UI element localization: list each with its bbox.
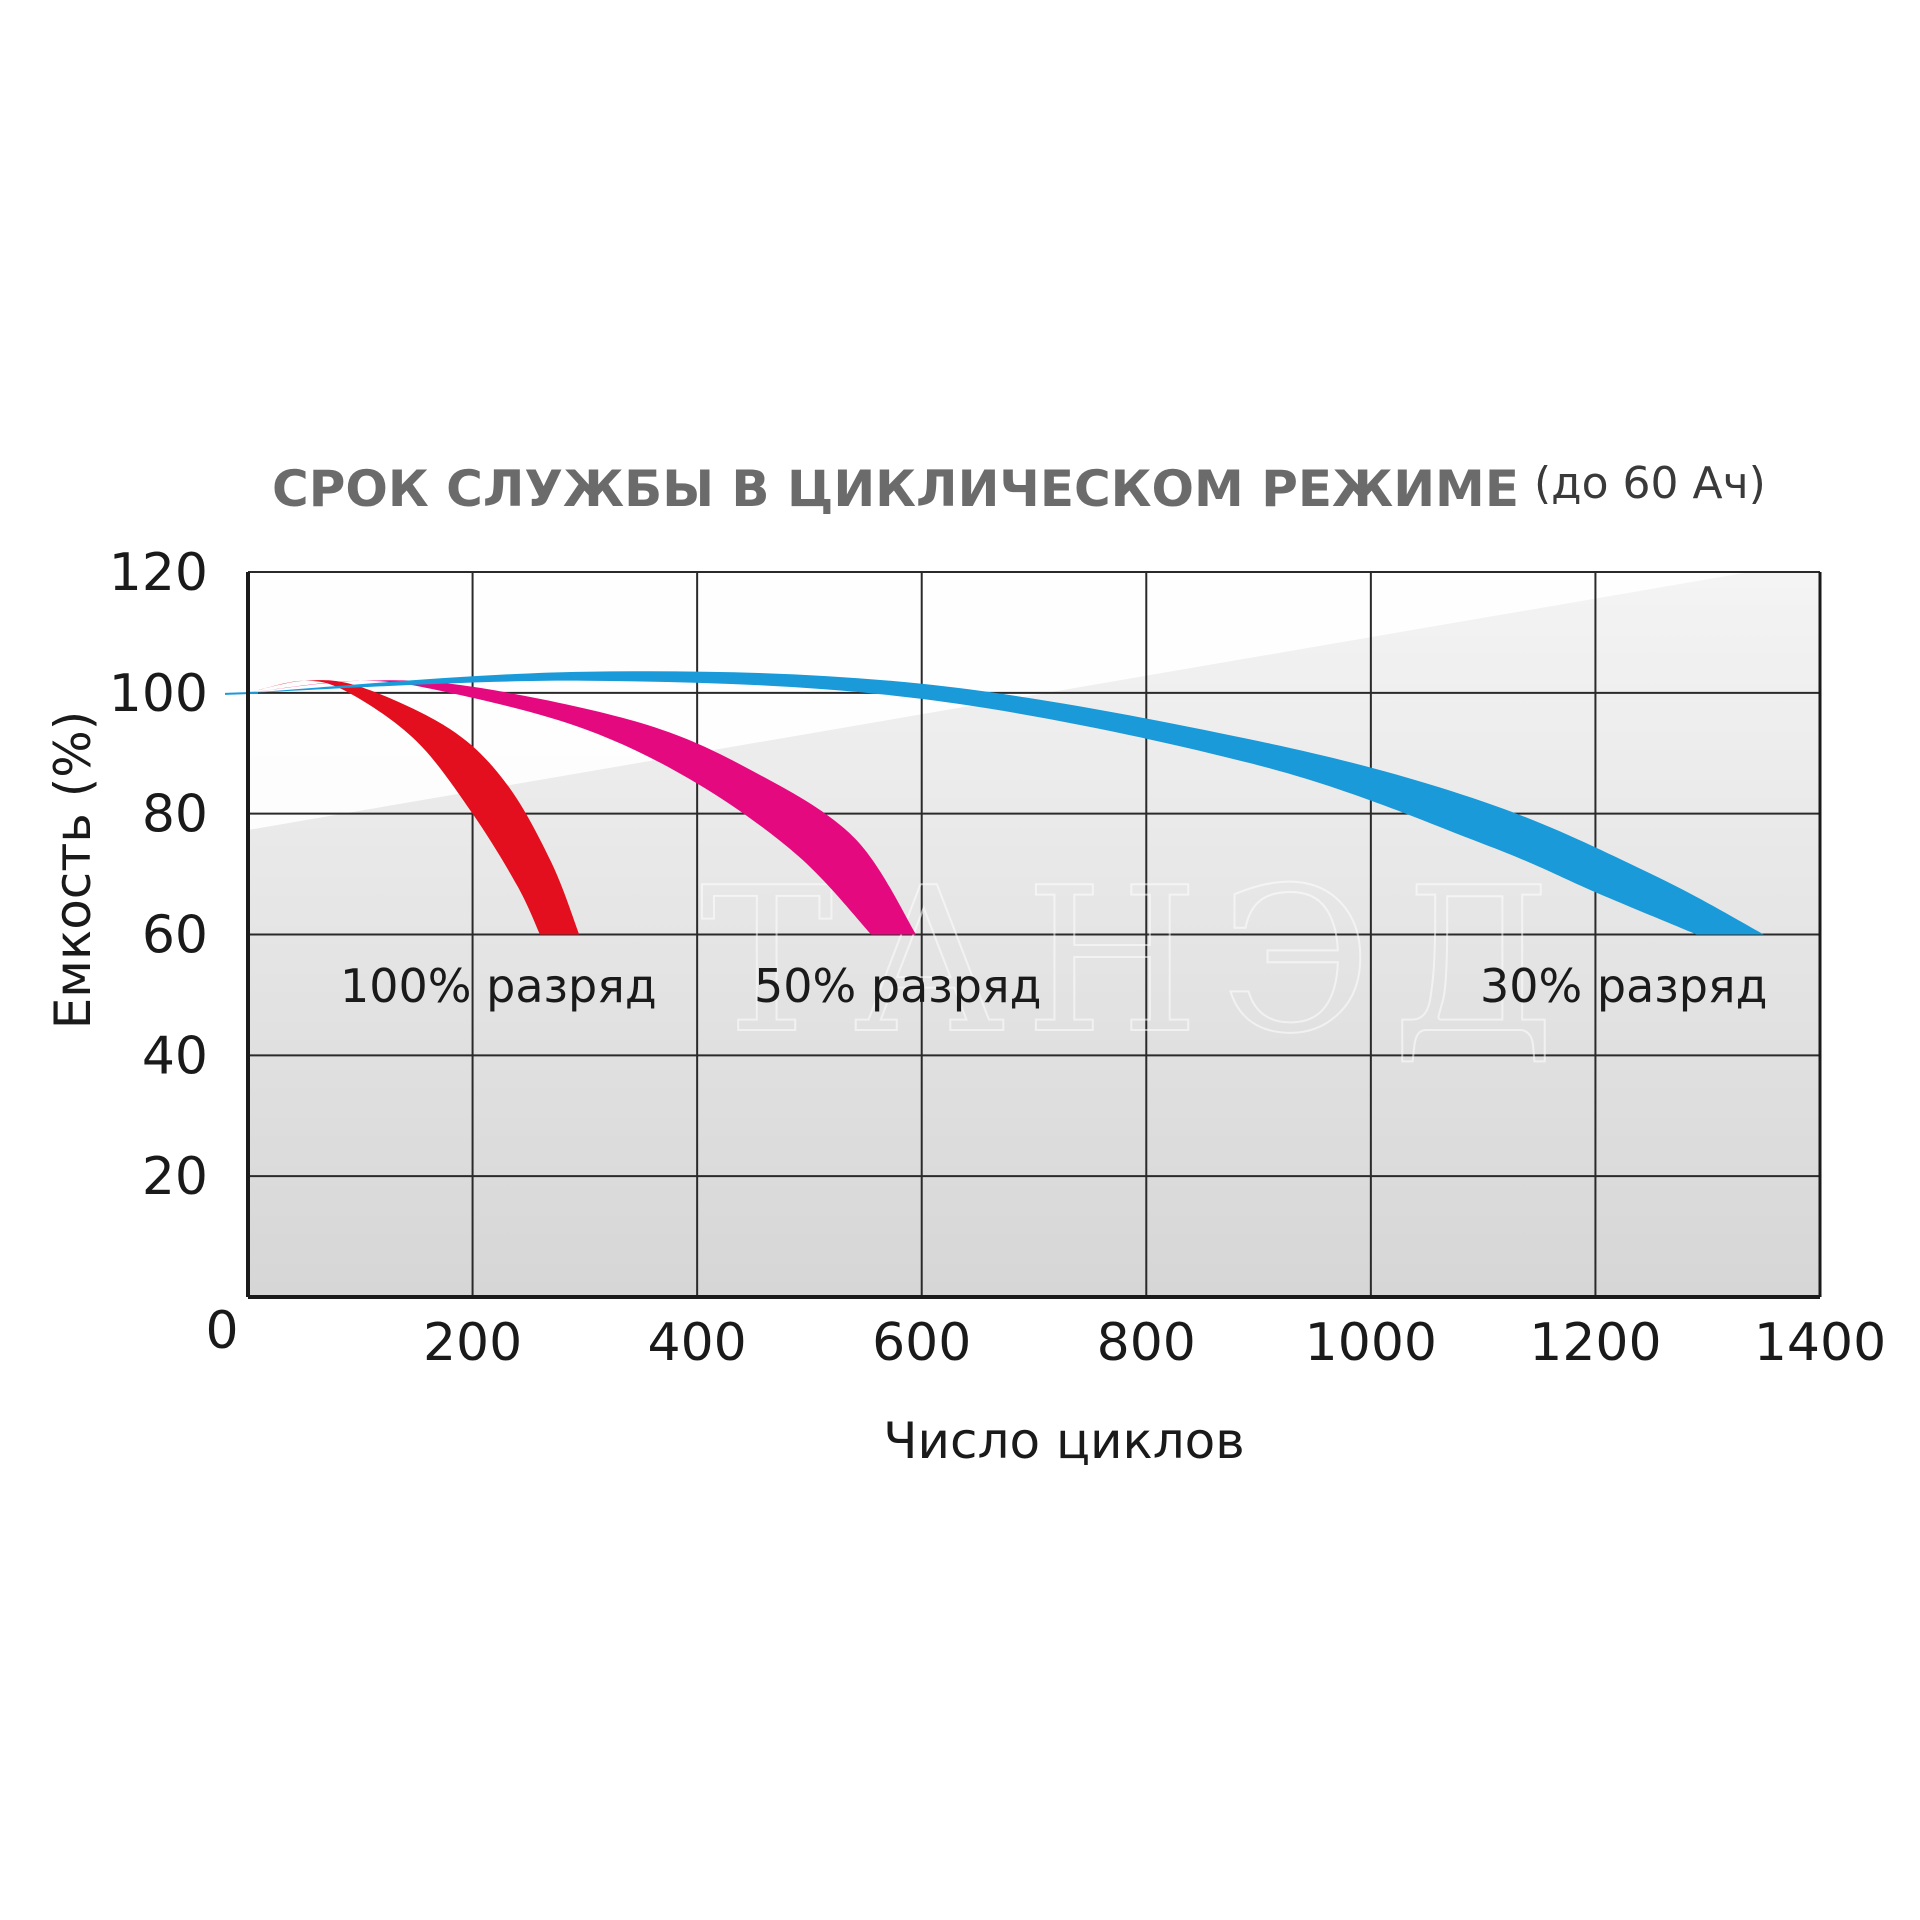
x-tick-labels: 0 200 400 600 800 1000 1200 1400 — [205, 1301, 1886, 1373]
series-lead-line — [224, 691, 259, 695]
x-tick-1000: 1000 — [1305, 1313, 1437, 1373]
chart-subtitle: (до 60 Ач) — [1534, 458, 1766, 509]
plot-highlight — [248, 560, 1820, 830]
y-tick-20: 20 — [142, 1147, 208, 1207]
y-tick-120: 120 — [109, 543, 208, 603]
series-band-2 — [248, 671, 1764, 935]
series-labels: 100% разряд 50% разряд 30% разряд — [340, 959, 1767, 1013]
y-tick-60: 60 — [142, 906, 208, 966]
x-axis-label: Число циклов — [883, 1412, 1244, 1470]
x-tick-600: 600 — [872, 1313, 971, 1373]
x-tick-0: 0 — [205, 1301, 238, 1361]
x-tick-800: 800 — [1097, 1313, 1196, 1373]
series-label-30: 30% разряд — [1480, 959, 1767, 1013]
x-tick-200: 200 — [423, 1313, 522, 1373]
series-label-50: 50% разряд — [754, 959, 1041, 1013]
y-tick-40: 40 — [142, 1026, 208, 1086]
y-tick-labels: 20 40 60 80 100 120 — [109, 543, 208, 1207]
series-band-0 — [248, 680, 580, 935]
chart-title: СРОК СЛУЖБЫ В ЦИКЛИЧЕСКОМ РЕЖИМЕ — [272, 460, 1519, 518]
y-axis-label: Емкость (%) — [44, 711, 102, 1030]
y-tick-100: 100 — [109, 664, 208, 724]
axes — [246, 572, 1822, 1299]
y-tick-80: 80 — [142, 785, 208, 845]
series-group — [224, 671, 1764, 935]
x-tick-1400: 1400 — [1754, 1313, 1886, 1373]
title: СРОК СЛУЖБЫ В ЦИКЛИЧЕСКОМ РЕЖИМЕ (до 60 … — [272, 458, 1766, 518]
x-tick-400: 400 — [648, 1313, 747, 1373]
series-band-1 — [248, 680, 917, 935]
x-tick-1200: 1200 — [1529, 1313, 1661, 1373]
series-label-100: 100% разряд — [340, 959, 657, 1013]
